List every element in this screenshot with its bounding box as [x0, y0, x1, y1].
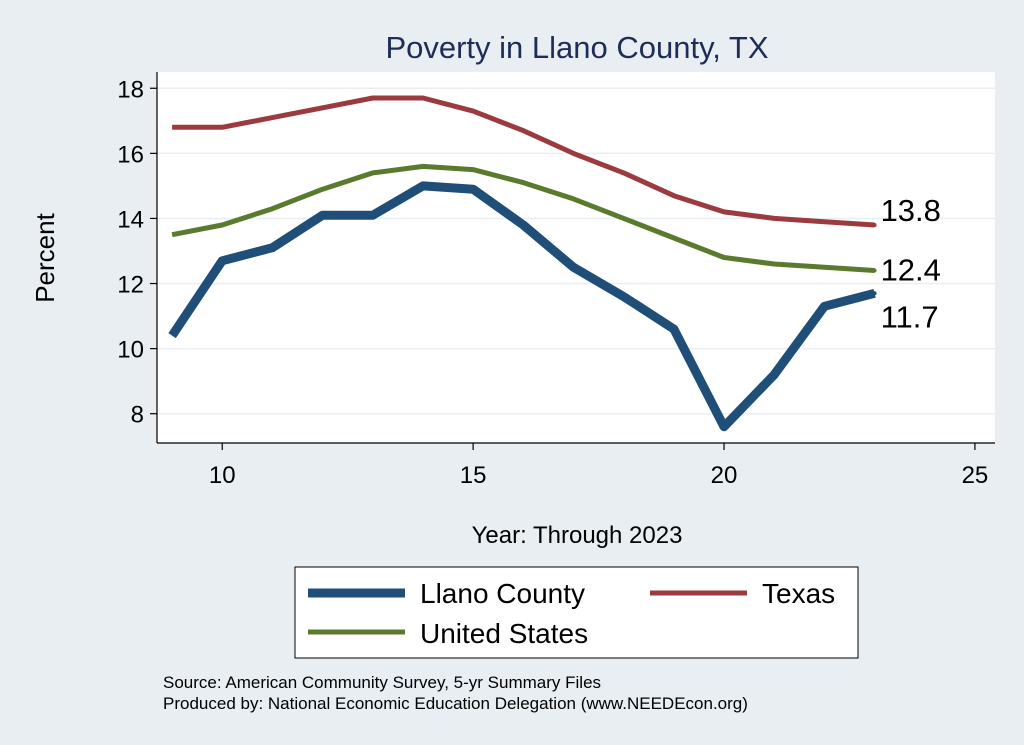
legend-label-llano: Llano County	[420, 578, 585, 609]
x-tick-label: 25	[962, 462, 989, 489]
series-end-point	[872, 222, 877, 227]
x-tick-label: 15	[460, 462, 487, 489]
series-lines	[168, 95, 877, 432]
y-tick-label: 8	[131, 402, 144, 429]
end-labels: 11.7 13.8 12.4	[881, 193, 941, 334]
y-tick-label: 16	[117, 141, 144, 168]
legend-label-texas: Texas	[762, 578, 835, 609]
y-tick-label: 18	[117, 76, 144, 103]
y-tick-label: 14	[117, 206, 144, 233]
x-tick-label: 20	[711, 462, 738, 489]
axis-ticks: 8 10 12 14 16 18 10 15 20 25	[117, 76, 988, 489]
series-line-texas	[172, 95, 875, 228]
y-axis-label: Percent	[30, 212, 60, 302]
series-end-point	[872, 268, 877, 273]
end-label-united-states: 12.4	[881, 253, 941, 288]
produced-note: Produced by: National Economic Education…	[163, 694, 748, 713]
plot-area	[157, 72, 995, 443]
chart-title: Poverty in Llano County, TX	[385, 30, 768, 65]
x-axis-label: Year: Through 2023	[472, 522, 683, 549]
legend-label-us: United States	[420, 618, 588, 649]
y-tick-label: 12	[117, 272, 144, 299]
source-note: Source: American Community Survey, 5-yr …	[163, 673, 601, 692]
end-label-texas: 13.8	[881, 193, 941, 228]
legend-box	[294, 566, 859, 659]
series-end-point	[872, 291, 877, 296]
series-line-united-states	[171, 163, 875, 273]
y-tick-label: 10	[117, 337, 144, 364]
x-tick-label: 10	[209, 462, 236, 489]
series-line-llano-county	[168, 181, 876, 432]
legend: Llano County Texas United States	[294, 566, 859, 659]
axes	[156, 72, 995, 444]
end-label-llano-county: 11.7	[881, 299, 939, 334]
